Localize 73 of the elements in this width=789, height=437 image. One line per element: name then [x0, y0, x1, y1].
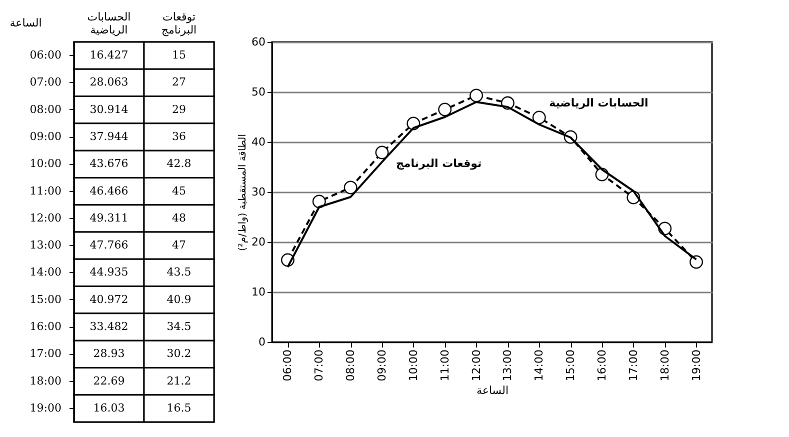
point [344, 180, 358, 194]
data-label: 49.311 [90, 211, 128, 224]
data-label: 48 [172, 211, 186, 224]
x-tick-label: 18:00 [658, 350, 672, 382]
data-label: 46.466 [90, 184, 128, 198]
data-label: 34.5 [166, 320, 192, 333]
point [375, 146, 389, 160]
data-label: 40.9 [166, 292, 192, 306]
y-tick-label: 09:00 [30, 130, 62, 143]
y-axis-title: الساعة [10, 16, 42, 30]
y-tick-label: 20 [252, 236, 266, 248]
series-label: توقعات البرنامج [396, 157, 482, 170]
y-tick-label: 19:00 [30, 401, 62, 414]
data-label: 47 [172, 238, 186, 252]
data-label: 27 [172, 76, 186, 89]
x-tick-label: 16:00 [596, 350, 608, 382]
data-label: 37.944 [90, 130, 128, 143]
y-tick-label: 07:00 [30, 76, 62, 89]
y-tick-label: 08:00 [30, 102, 62, 116]
y-axis-title: الطاقة المستقطبة (واط/م²) [238, 134, 249, 251]
point [690, 255, 704, 269]
x-tick-label: 09:00 [376, 350, 388, 382]
data-label: 44.935 [90, 266, 128, 279]
y-tick-label: 60 [252, 36, 266, 48]
data-label: 47.766 [90, 238, 128, 252]
data-label: 42.8 [166, 157, 192, 170]
series-label: الحسابات الرياضية [549, 96, 648, 110]
y-tick-label: 12:00 [30, 211, 62, 224]
data-label: 43.5 [166, 266, 192, 279]
y-tick-label: 50 [252, 86, 266, 98]
data-label: 43.676 [90, 157, 128, 170]
data-label: 45 [172, 184, 186, 198]
x-tick-label: 12:00 [470, 350, 483, 382]
x-tick-label: 08:00 [344, 350, 358, 382]
data-label: 21.2 [166, 374, 192, 388]
y-tick-label: 16:00 [30, 320, 62, 333]
data-label: 15 [172, 48, 186, 62]
y-tick-label: 10 [252, 286, 266, 298]
point [438, 102, 452, 116]
data-label: 16.427 [90, 48, 128, 62]
x-tick-label: 06:00 [281, 350, 294, 382]
data-label: 40.972 [90, 292, 128, 306]
point [470, 88, 484, 102]
data-label: 16.03 [93, 401, 125, 414]
data-label: 36 [172, 130, 186, 143]
y-tick-label: 10:00 [30, 157, 62, 170]
data-label: 33.482 [90, 320, 128, 333]
data-label: 28.93 [93, 347, 125, 360]
x-tick-label: 13:00 [501, 350, 514, 382]
y-tick-label: 14:00 [30, 266, 62, 279]
x-tick-label: 07:00 [312, 350, 326, 382]
data-label: 30.914 [90, 102, 128, 116]
y-tick-label: 11:00 [30, 184, 62, 198]
data-label: 16.5 [166, 401, 192, 414]
x-tick-label: 14:00 [532, 350, 546, 382]
x-tick-label: 11:00 [438, 350, 452, 382]
data-label: 22.69 [93, 374, 125, 388]
x-tick-label: 15:00 [564, 350, 578, 382]
point [532, 110, 546, 124]
y-tick-label: 15:00 [30, 292, 62, 306]
x-axis-title: الساعة [476, 384, 509, 398]
x-tick-label: 17:00 [626, 350, 640, 382]
y-tick-label: 40 [252, 136, 266, 148]
x-tick-label: 19:00 [690, 350, 703, 382]
y-tick-label: 30 [252, 186, 266, 198]
data-label: 30.2 [166, 347, 192, 360]
data-label: 29 [172, 102, 186, 116]
point [312, 194, 326, 208]
y-tick-label: 13:00 [30, 238, 62, 252]
y-tick-label: 06:00 [30, 48, 62, 62]
x-tick-label: 10:00 [406, 350, 420, 382]
data-label: 28.063 [90, 76, 128, 89]
y-tick-label: 0 [258, 336, 266, 348]
